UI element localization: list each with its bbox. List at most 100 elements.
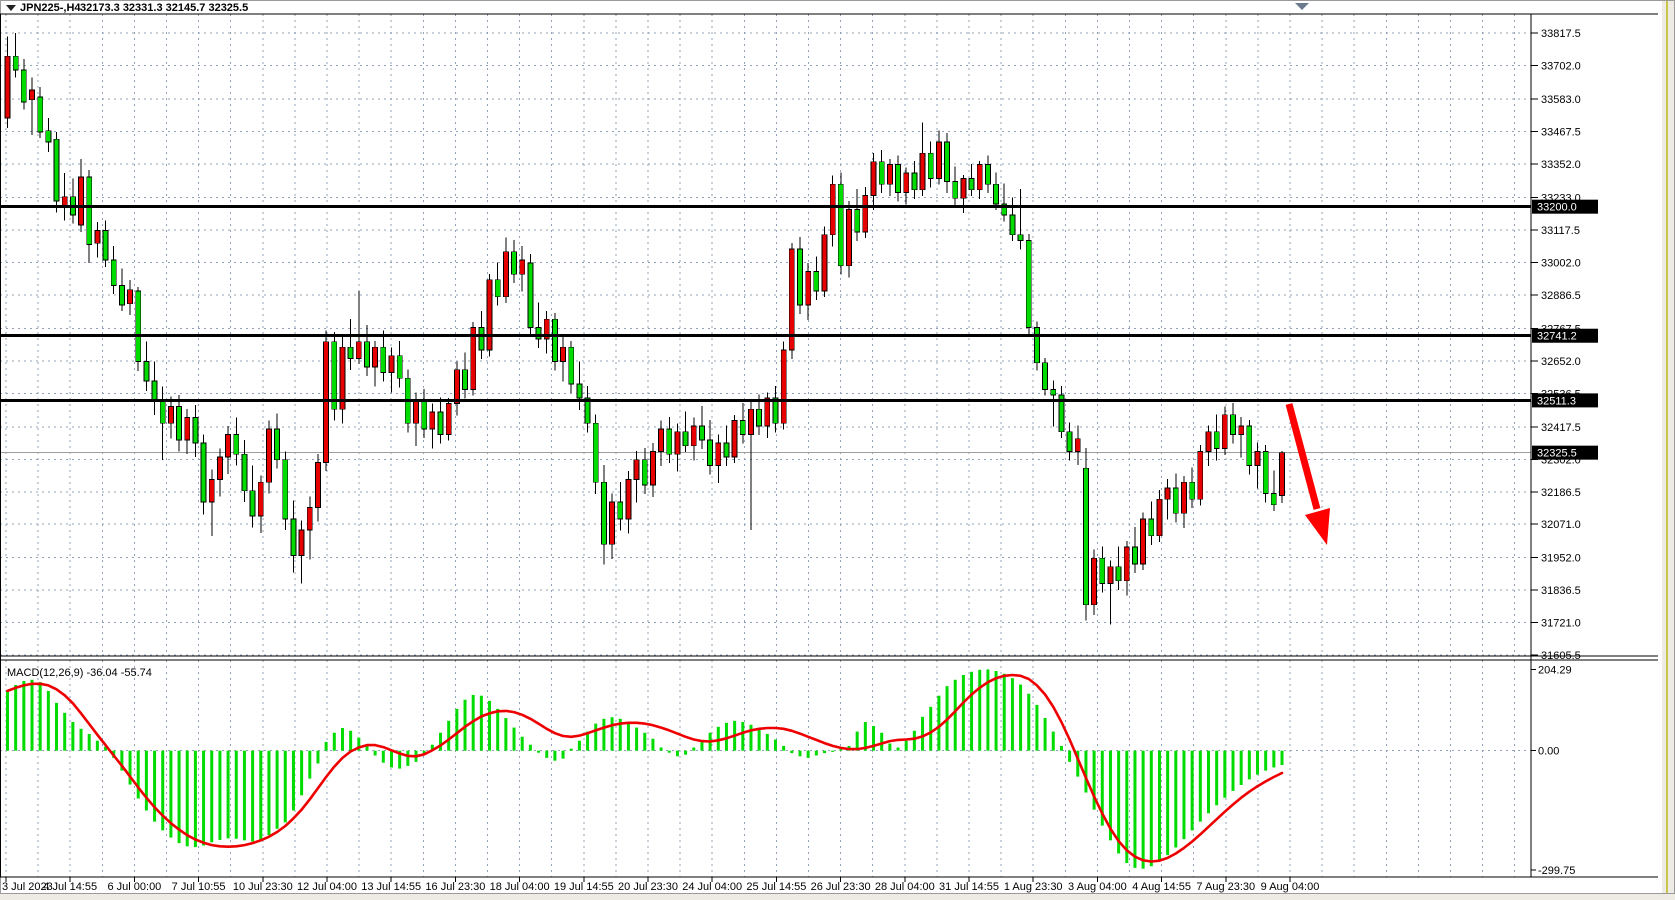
trend-arrow-annotation[interactable] <box>1285 403 1330 545</box>
candle <box>1213 414 1220 461</box>
arrow-shaft[interactable] <box>1285 403 1321 510</box>
candle-body <box>1099 557 1106 584</box>
candle-body <box>413 400 419 424</box>
candle-body <box>462 369 468 390</box>
candle <box>1017 189 1024 250</box>
candle-body <box>372 346 379 368</box>
candle-body <box>1221 414 1228 449</box>
candle <box>135 286 142 372</box>
candle <box>609 493 615 559</box>
macd-histogram-bar <box>161 750 165 831</box>
macd-histogram-bar <box>504 718 508 751</box>
symbol-title: JPN225-,H4 <box>20 2 81 14</box>
candle-body <box>274 428 281 461</box>
horizontal-level-lines[interactable] <box>0 205 1531 402</box>
ohlc-readout: 32173.3 32331.3 32145.7 32325.5 <box>80 2 248 14</box>
price-badge[interactable] <box>1532 393 1598 408</box>
macd-histogram-bar <box>684 750 688 755</box>
macd-histogram-bar <box>667 750 671 753</box>
candle <box>1230 403 1236 444</box>
candle <box>935 130 942 185</box>
macd-histogram-bar <box>773 739 777 751</box>
candle-body <box>993 183 999 205</box>
time-axis-label: 1 Aug 23:30 <box>1004 881 1063 893</box>
candle-body <box>748 408 754 435</box>
candle-body <box>380 346 387 374</box>
candle <box>895 155 901 202</box>
time-axis-label: 6 Jul 00:00 <box>107 881 161 893</box>
candle-body <box>527 262 534 329</box>
candle <box>1050 380 1057 427</box>
candle <box>78 158 84 232</box>
candle-body <box>470 327 477 390</box>
macd-histogram-bar <box>675 750 679 757</box>
axes-labels[interactable]: 33817.533702.033583.033467.533352.033233… <box>2 28 1598 893</box>
candle-body <box>282 459 289 520</box>
candle-body <box>813 270 820 292</box>
candle <box>118 268 125 311</box>
price-axis-label: 33117.5 <box>1541 225 1580 237</box>
candle <box>1164 478 1171 520</box>
candle-body <box>682 431 689 447</box>
macd-histogram-bar <box>79 728 83 751</box>
candle-body <box>45 130 52 143</box>
candle <box>364 324 370 377</box>
bid-price-badge[interactable] <box>1532 445 1598 460</box>
macd-histogram-bar <box>724 722 728 751</box>
candle-body <box>421 400 428 430</box>
candle <box>699 405 705 450</box>
macd-histogram-bar <box>986 669 990 751</box>
time-axis-label: 24 Jul 04:00 <box>682 881 742 893</box>
macd-histogram-bar <box>831 750 835 752</box>
candle <box>1099 546 1106 593</box>
macd-histogram-bar <box>6 690 9 751</box>
macd-histogram-bar <box>316 750 320 764</box>
candle-body <box>846 209 852 267</box>
price-axis-label: 33467.5 <box>1541 126 1581 138</box>
price-badge[interactable] <box>1532 328 1598 343</box>
candle <box>985 155 991 194</box>
macd-histogram-bar <box>55 702 59 751</box>
macd-histogram-bar <box>30 679 34 751</box>
candle-body <box>217 456 223 480</box>
candle-body <box>78 176 84 226</box>
candle-body <box>445 403 452 435</box>
candle-body <box>568 346 575 385</box>
macd-histogram-bar <box>798 750 802 757</box>
macd-histogram-bar <box>512 727 516 751</box>
candle-body <box>53 138 60 202</box>
candle <box>429 403 436 449</box>
macd-histogram-bar <box>716 726 720 751</box>
candle-body <box>339 346 346 410</box>
candle <box>911 161 918 199</box>
candle-body <box>331 341 338 410</box>
candle-body <box>200 442 207 503</box>
candle-body <box>821 234 828 292</box>
price-badge-label: 32511.3 <box>1537 395 1576 407</box>
macd-axis-label: -299.75 <box>1538 865 1575 877</box>
macd-histogram-bar <box>332 732 336 751</box>
candle <box>666 417 673 464</box>
macd-histogram-bar <box>961 675 965 751</box>
macd-histogram-bar <box>692 747 696 751</box>
price-badge[interactable] <box>1532 199 1598 214</box>
chart-plot-area[interactable] <box>0 14 1531 877</box>
arrow-head[interactable] <box>1305 508 1330 545</box>
symbol-dropdown-icon[interactable] <box>6 5 16 11</box>
macd-histogram-bar <box>635 727 639 751</box>
candle-body <box>1205 431 1212 452</box>
candle <box>462 352 468 399</box>
macd-histogram-bar <box>308 750 312 779</box>
chart-shift-marker-icon[interactable] <box>1295 3 1309 10</box>
macd-histogram-bar <box>994 671 998 751</box>
candle-body <box>453 369 460 404</box>
candle <box>658 420 664 467</box>
time-axis-label: 18 Jul 04:00 <box>490 881 550 893</box>
candle <box>886 158 893 196</box>
macd-histogram-bar <box>389 750 393 768</box>
candle <box>805 262 812 320</box>
candle <box>560 336 566 382</box>
candle-body <box>1042 362 1048 390</box>
candle <box>184 409 191 455</box>
macd-histogram-bar <box>782 745 786 751</box>
